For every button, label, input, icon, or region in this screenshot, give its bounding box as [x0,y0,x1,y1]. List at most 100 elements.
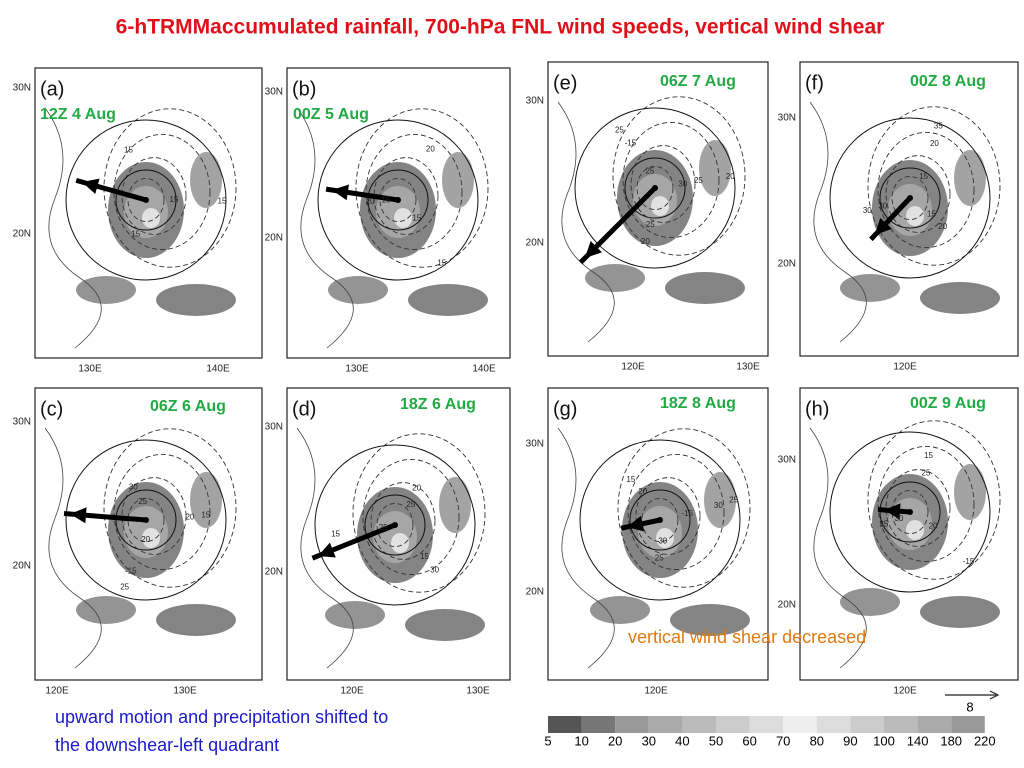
rain-area [394,208,412,228]
rain-area [840,274,900,302]
colorbar-label: 50 [709,733,723,748]
time-label: 18Z 8 Aug [660,395,736,412]
contour-label: 30 [714,501,723,510]
colorbar-box [749,716,784,733]
colorbar-box [884,716,918,733]
wind-contour [379,177,417,223]
lat-label: 30N [778,113,796,124]
panel-label: (e) [553,72,577,94]
contour-label: 20 [366,197,375,206]
radius-circle [574,107,736,269]
rain-area [142,208,160,228]
storm-center [143,517,149,523]
contour-label: 20 [726,172,735,181]
radius-circle [317,119,479,281]
storm-center [652,185,658,191]
lat-label: 30N [265,87,283,98]
radius-circle [367,169,429,231]
contour-label: -15 [681,509,693,518]
colorbar-label: 5 [544,733,551,748]
radius-circle [624,157,686,219]
coastline [809,101,867,343]
contour-label: 15 [626,475,635,484]
colorbar-box [816,716,851,733]
rain-area [670,604,750,636]
contour-label: 20 [426,145,435,154]
contour-label: 20 [141,535,150,544]
panel-label: (f) [805,72,824,94]
lat-label: 30N [265,422,283,433]
lat-label: 20N [13,229,31,240]
contour-label: 20 [638,487,647,496]
contour-label: 20 [412,483,421,492]
contour-label: 15 [927,209,936,218]
map-panel: 15 20 20 15 15 (b) 00Z 5 Aug 30N 20N 130E 140E [265,67,511,375]
lon-label: 120E [621,362,645,373]
wind-contour [352,433,486,593]
rain-area [585,264,645,292]
lat-label: 30N [778,455,796,466]
time-label: 12Z 4 Aug [40,106,116,123]
radius-circle [65,439,227,601]
contour-label: 25 [406,500,415,509]
contour-label: 25 [694,176,703,185]
contour-label: 20 [930,139,939,148]
colorbar-label: 100 [873,733,895,748]
shear-arrowhead [332,184,350,201]
annotation-left: upward motion and precipitation shifted … [55,707,388,727]
wind-contour [612,96,746,256]
colorbar-box [648,716,683,733]
shear-arrowhead [875,217,892,235]
contour-label: 25 [655,554,664,563]
contour-label: 30 [894,514,903,523]
radius-circle [579,439,741,601]
lat-label: 20N [778,259,796,270]
wind-contour [622,121,720,239]
colorbar-box [548,716,582,733]
time-label: 06Z 6 Aug [150,398,226,415]
wind-contour [635,477,701,555]
colorbar: 5 10 20 30 40 50 60 70 80 90 100 140 180 220 [544,716,996,748]
wind-contour [877,131,975,249]
rain-area [906,520,924,540]
map-panel: 15 15 15 15 (a) 12Z 4 Aug 30N 20N 130E 140E [13,67,263,375]
radius-circle [364,494,426,556]
colorbar-box [783,716,817,733]
contour-label: 15 [924,451,933,460]
rain-area [906,206,924,226]
wind-contour [103,428,237,588]
colorbar-box [581,716,616,733]
rain-area [391,533,409,553]
rain-area [328,276,388,304]
contour-label: 30 [878,201,887,210]
contour-label: 15 [919,172,928,181]
lon-label: 120E [893,686,917,697]
contour-label: 15 [218,196,227,205]
colorbar-label: 10 [574,733,588,748]
wind-contour [877,445,975,563]
shear-arrowhead [627,515,645,532]
shear-arrowhead [318,542,336,558]
wind-contour [373,157,439,235]
rain-area [76,276,136,304]
radius-circle [829,117,991,279]
contour-label: 25 [921,468,930,477]
panel-label: (c) [40,398,63,420]
contour-label: 15 [170,195,179,204]
panel-label: (a) [40,78,64,100]
radius-circle [314,444,476,606]
rain-area [665,272,745,304]
contour-label: 15 [437,259,446,268]
colorbar-label: 180 [940,733,962,748]
colorbar-label: 40 [675,733,689,748]
colorbar-label: 30 [642,733,656,748]
colorbar-box [917,716,952,733]
contour-label: 25 [379,523,388,532]
storm-center [907,509,913,515]
contour-label: 15 [201,510,210,519]
panel-label: (h) [805,398,829,420]
